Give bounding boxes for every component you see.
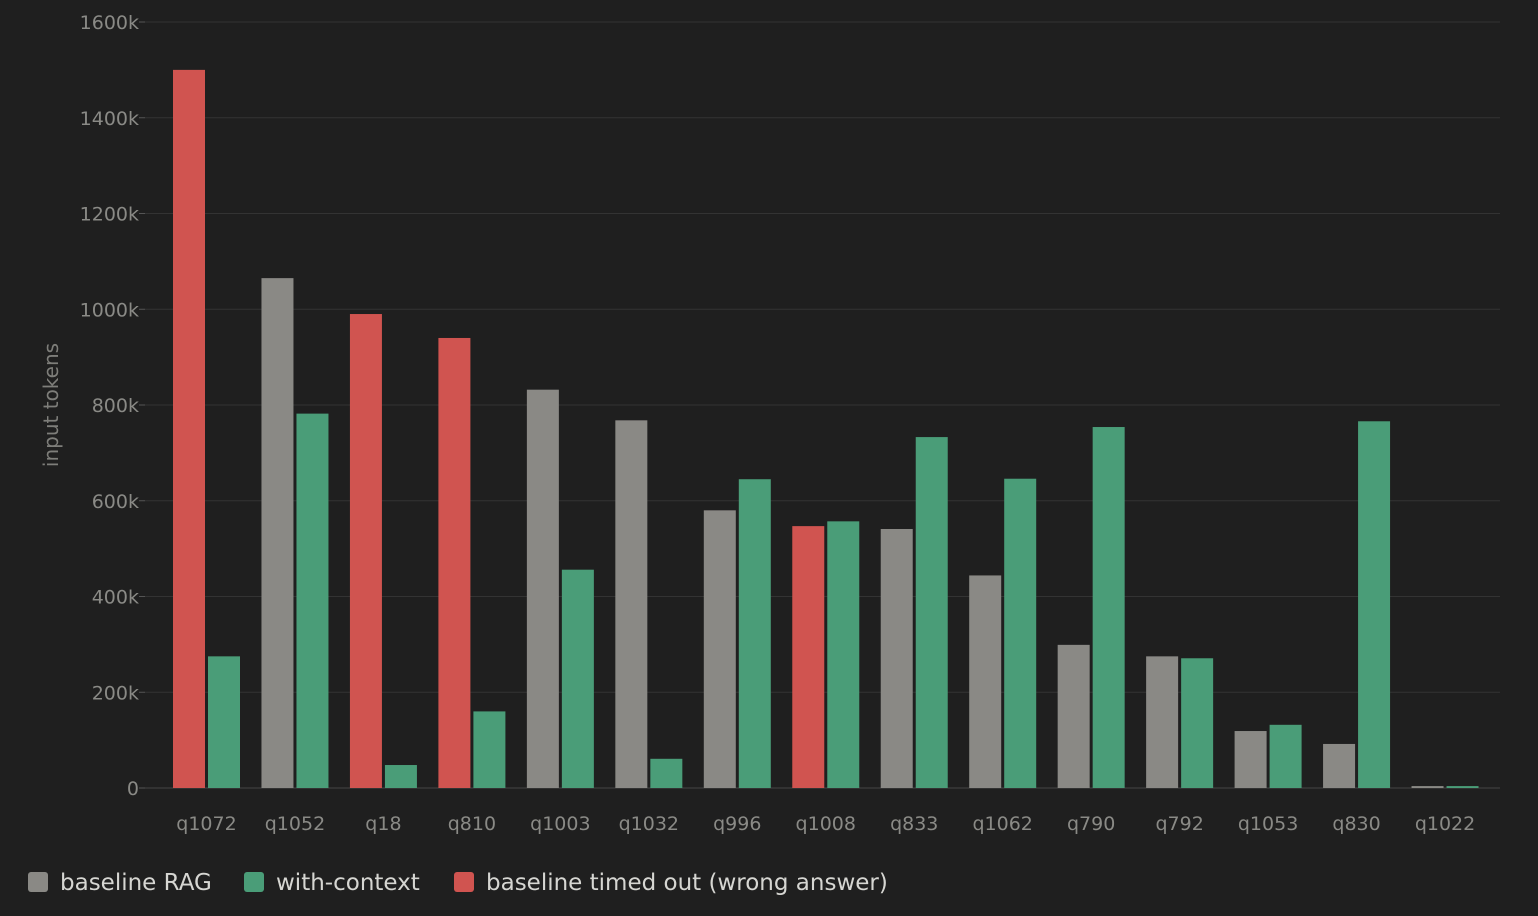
- legend: baseline RAG with-context baseline timed o…: [28, 870, 888, 896]
- bar-with-context: [738, 479, 771, 788]
- x-tick-label: q1072: [176, 813, 236, 835]
- x-tick-label: q792: [1155, 813, 1203, 835]
- bar-baseline-timed-out: [792, 526, 825, 788]
- bar-baseline-timed-out: [349, 314, 382, 788]
- bar-baseline-rag: [1146, 656, 1179, 788]
- x-tick-label: q790: [1067, 813, 1115, 835]
- x-tick-label: q18: [365, 813, 401, 835]
- x-tick-label: q1052: [265, 813, 325, 835]
- y-axis-title: input tokens: [39, 343, 63, 467]
- bar-baseline-rag: [703, 510, 736, 788]
- legend-label: with-context: [276, 870, 420, 896]
- bar-with-context: [208, 656, 240, 788]
- y-tick-label: 1400k: [80, 108, 139, 130]
- bar-baseline-rag: [1234, 731, 1267, 788]
- bar-baseline-rag: [1411, 786, 1444, 788]
- legend-swatch: [28, 872, 48, 892]
- y-tick-label: 1600k: [80, 12, 139, 34]
- bar-baseline-rag: [526, 389, 559, 788]
- y-tick-label: 800k: [92, 395, 139, 417]
- bar-with-context: [650, 758, 683, 788]
- y-tick-label: 0: [127, 778, 139, 800]
- x-tick-label: q1003: [530, 813, 590, 835]
- bar-baseline-rag: [880, 528, 913, 788]
- bar-baseline-timed-out: [173, 69, 205, 788]
- bar-with-context: [561, 569, 594, 788]
- legend-label: baseline timed out (wrong answer): [486, 870, 888, 896]
- legend-swatch: [454, 872, 474, 892]
- bar-with-context: [1358, 421, 1391, 788]
- x-tick-label: q1022: [1415, 813, 1475, 835]
- x-tick-label: q1008: [796, 813, 856, 835]
- bar-with-context: [1269, 724, 1302, 788]
- y-tick-label: 600k: [92, 491, 139, 513]
- x-tick-label: q1062: [972, 813, 1032, 835]
- y-tick-label: 200k: [92, 682, 139, 704]
- bar-with-context: [1092, 427, 1125, 788]
- bar-baseline-rag: [261, 278, 294, 788]
- bar-baseline-timed-out: [438, 337, 471, 788]
- bar-with-context: [1004, 478, 1037, 788]
- x-tick-label: q1053: [1238, 813, 1298, 835]
- bar-with-context: [473, 711, 506, 788]
- bar-with-context: [827, 521, 860, 788]
- bar-baseline-rag: [615, 420, 648, 788]
- y-axis-ticks: 0 200k 400k 600k 800k 1000k 1200k 1400k 1600k: [80, 12, 145, 800]
- bar-with-context: [1446, 786, 1479, 788]
- bar-baseline-rag: [1057, 644, 1090, 788]
- legend-label: baseline RAG: [60, 870, 212, 896]
- bar-baseline-rag: [1323, 743, 1356, 788]
- y-tick-label: 1000k: [80, 299, 139, 321]
- y-tick-label: 400k: [92, 587, 139, 609]
- bars-layer: [173, 69, 1479, 788]
- x-axis-ticks: q1072 q1052 q18 q810 q1003 q1032 q996 q1008 q833…: [176, 813, 1475, 835]
- x-tick-label: q1032: [619, 813, 679, 835]
- legend-swatch: [244, 872, 264, 892]
- x-tick-label: q833: [890, 813, 938, 835]
- bar-with-context: [384, 765, 417, 788]
- x-tick-label: q996: [713, 813, 761, 835]
- y-tick-label: 1200k: [80, 204, 139, 226]
- x-tick-label: q830: [1332, 813, 1380, 835]
- bar-with-context: [296, 413, 329, 788]
- bar-with-context: [1181, 658, 1214, 788]
- bar-baseline-rag: [969, 575, 1002, 788]
- x-tick-label: q810: [448, 813, 496, 835]
- bar-with-context: [915, 437, 948, 788]
